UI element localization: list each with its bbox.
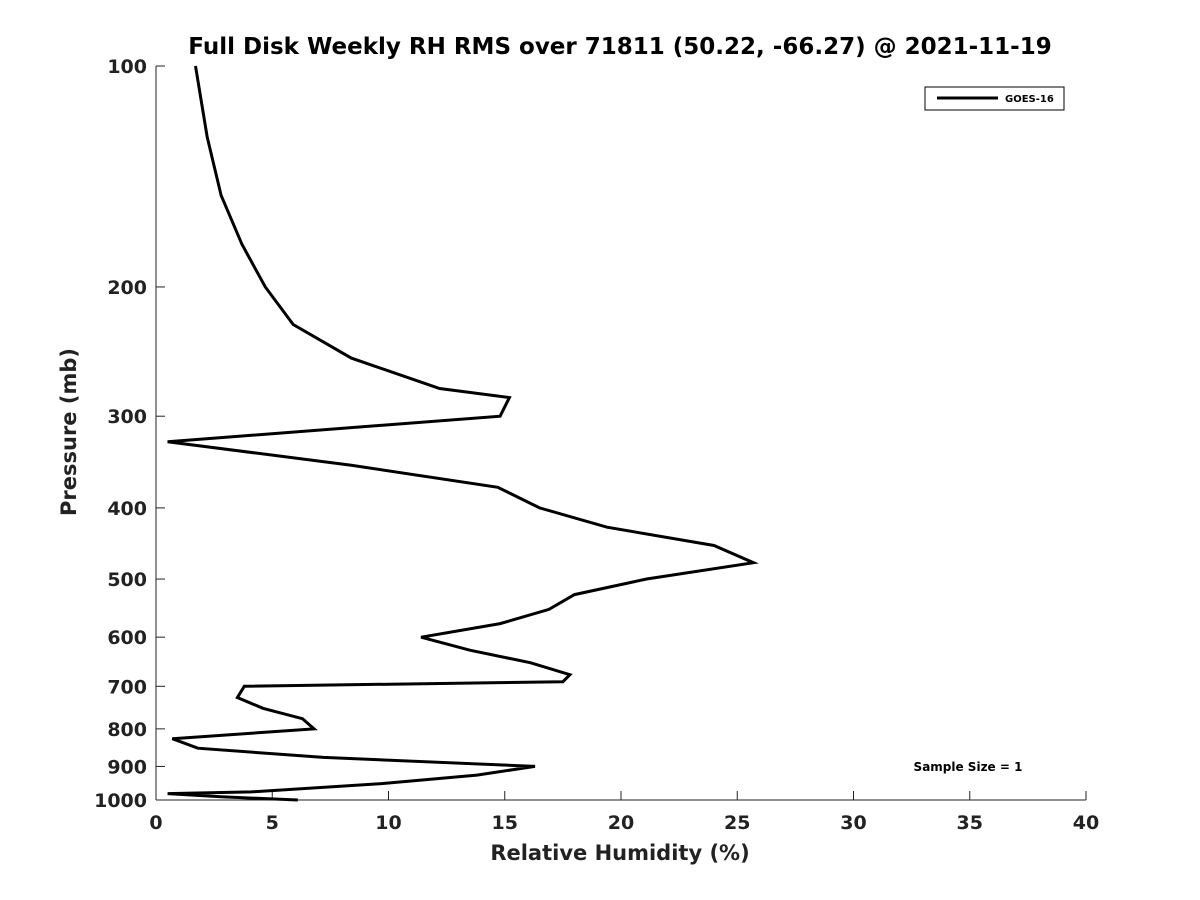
x-tick-label: 20: [608, 812, 634, 834]
x-tick-label: 15: [492, 812, 518, 834]
legend: GOES-16: [924, 86, 1065, 111]
y-tick-label: 900: [107, 756, 147, 778]
x-tick-label: 35: [957, 812, 983, 834]
x-tick-label: 40: [1073, 812, 1099, 834]
x-tick-label: 30: [840, 812, 866, 834]
x-tick-label: 10: [375, 812, 401, 834]
sample-size-annotation: Sample Size = 1: [914, 760, 1023, 774]
y-tick-label: 800: [107, 719, 147, 741]
y-axis-label: Pressure (mb): [57, 348, 81, 516]
x-ticks: 0 5 10 15 20 25 30 35 40: [149, 791, 1099, 834]
x-axis-label: Relative Humidity (%): [490, 841, 749, 865]
y-tick-label: 1000: [94, 790, 147, 812]
x-tick-label: 25: [724, 812, 750, 834]
y-tick-label: 300: [107, 406, 147, 428]
x-tick-label: 0: [149, 812, 162, 834]
y-tick-label: 400: [107, 498, 147, 520]
x-tick-label: 5: [266, 812, 279, 834]
legend-label-goes-16: GOES-16: [1005, 94, 1054, 105]
y-ticks: 100 200 300 400 500 600 700 800 900 1000: [94, 56, 165, 812]
y-tick-label: 500: [107, 569, 147, 591]
y-tick-label: 100: [107, 56, 147, 78]
series-line-goes-16: [167, 65, 759, 802]
y-tick-label: 600: [107, 627, 147, 649]
chart-title: Full Disk Weekly RH RMS over 71811 (50.2…: [188, 34, 1051, 60]
series-layer: [167, 65, 759, 802]
y-tick-label: 700: [107, 676, 147, 698]
y-tick-label: 200: [107, 277, 147, 299]
